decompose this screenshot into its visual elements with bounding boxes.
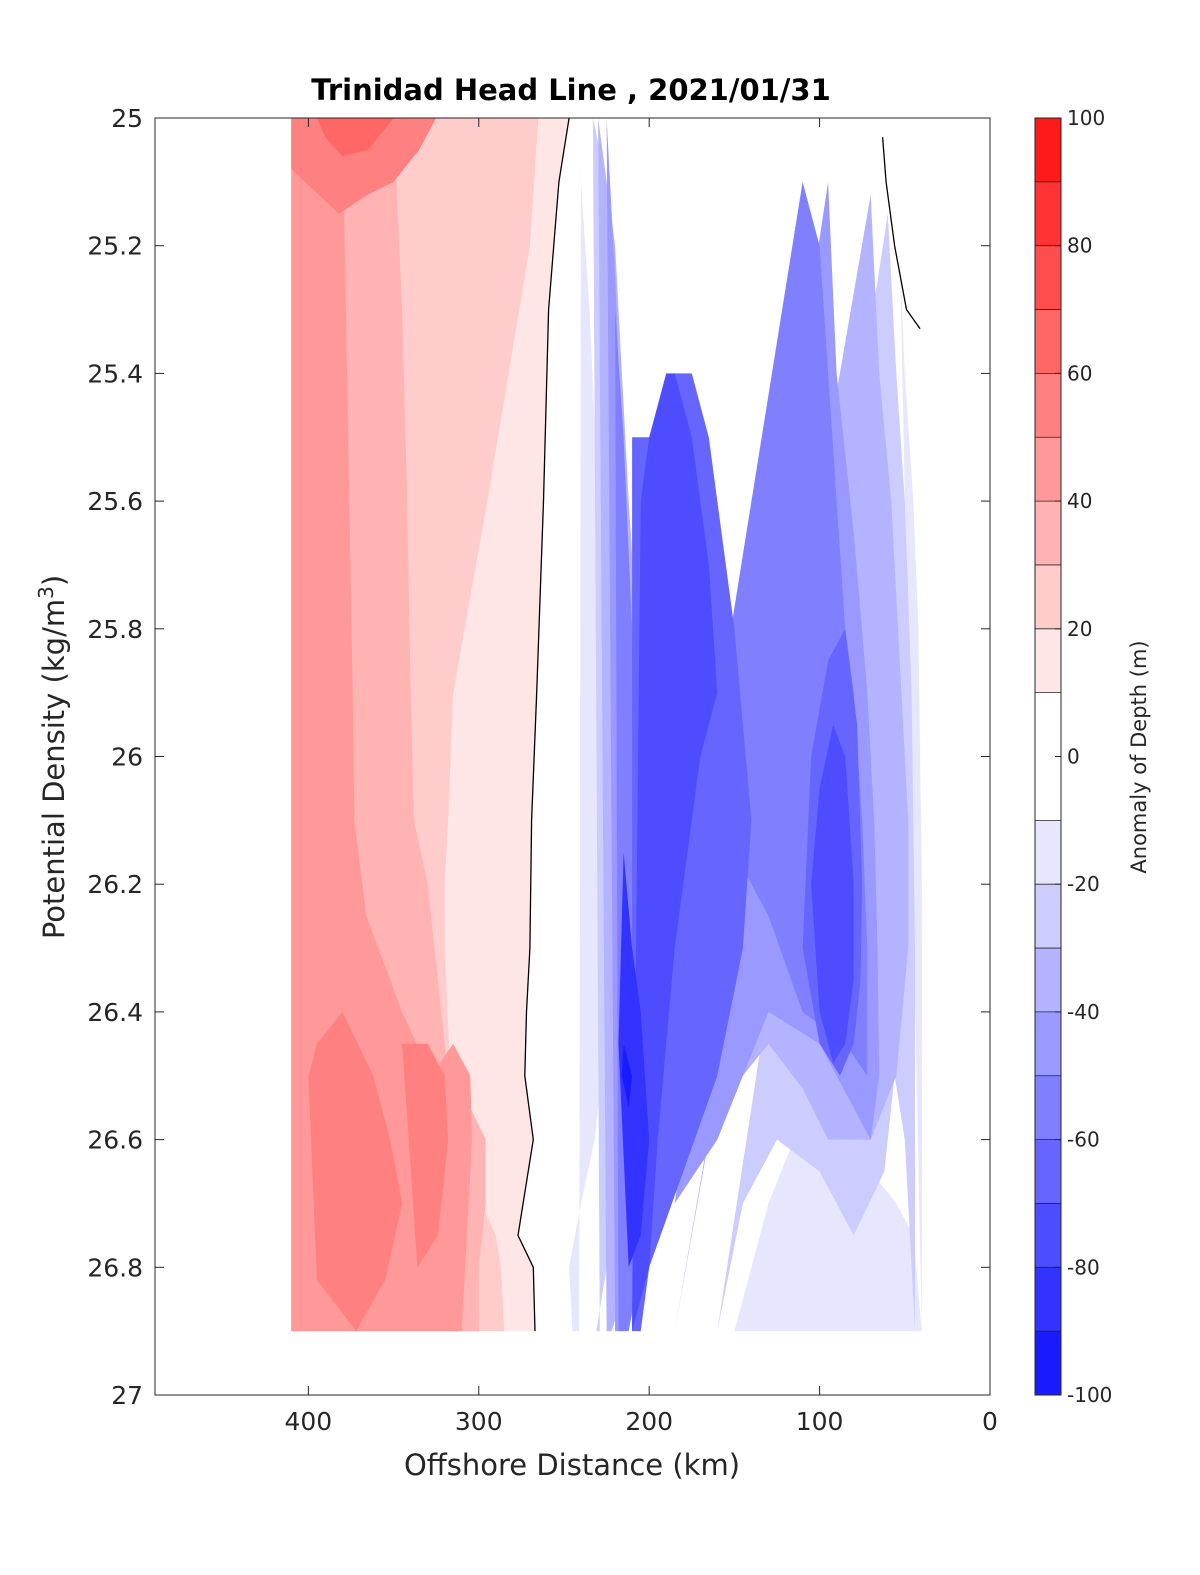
x-tick-label: 300 — [455, 1407, 503, 1436]
colorbar-tick-label: 20 — [1067, 617, 1092, 641]
colorbar-label: Anomaly of Depth (m) — [1127, 640, 1151, 873]
contour-region-5 — [291, 118, 437, 214]
y-axis-label: Potential Density (kg/m3) — [34, 575, 71, 939]
colorbar-tick-label: 80 — [1067, 234, 1092, 258]
x-tick-label: 0 — [982, 1407, 998, 1436]
contour-region-24 — [621, 1043, 633, 1108]
zero-contour-line-1 — [881, 137, 921, 330]
contour-region-6 — [308, 1011, 403, 1332]
y-axis-label-superscript: 3 — [34, 586, 58, 599]
colorbar-tick-label: -20 — [1067, 872, 1100, 896]
colorbar-band — [1035, 245, 1061, 310]
y-tick-label: 27 — [111, 1381, 143, 1410]
colorbar-band — [1035, 820, 1061, 885]
y-tick-label: 26.8 — [87, 1253, 143, 1282]
y-tick-label: 25.6 — [87, 487, 143, 516]
colorbar-band — [1035, 1011, 1061, 1076]
colorbar-tick-label: 0 — [1067, 745, 1080, 769]
y-tick-label: 25.2 — [87, 232, 143, 261]
chart-title: Trinidad Head Line , 2021/01/31 — [311, 73, 831, 107]
x-tick-label: 100 — [796, 1407, 844, 1436]
y-tick-label: 25.8 — [87, 615, 143, 644]
y-axis: 25 25.2 25.4 25.6 25.8 26 26.2 26.4 26.6 26.8 27 — [87, 104, 990, 1410]
colorbar-band — [1035, 1203, 1061, 1268]
colorbar-tick-label: 100 — [1067, 106, 1105, 130]
contour-region-7 — [402, 1043, 449, 1268]
y-tick-label: 26.2 — [87, 870, 143, 899]
y-tick-label: 26 — [111, 743, 143, 772]
colorbar-band — [1035, 1139, 1061, 1204]
contour-region-4 — [322, 469, 348, 680]
colorbar-band — [1035, 309, 1061, 374]
y-axis-label-main: Potential Density (kg/m — [37, 599, 71, 939]
y-tick-label: 25 — [111, 104, 143, 133]
colorbar-tick-label: -100 — [1067, 1383, 1112, 1407]
colorbar-band — [1035, 501, 1061, 565]
colorbar-band — [1035, 437, 1061, 502]
colorbar-band — [1035, 884, 1061, 949]
y-tick-label: 26.4 — [87, 998, 143, 1027]
x-axis-label: Offshore Distance (km) — [404, 1448, 740, 1482]
colorbar-tick-label: 40 — [1067, 489, 1092, 513]
colorbar-tick-label: -60 — [1067, 1128, 1100, 1152]
contour-region-8 — [316, 118, 394, 157]
colorbar-band — [1035, 1331, 1061, 1395]
contour-region-21 — [632, 373, 718, 1332]
contour-regions — [291, 118, 922, 1332]
y-axis-label-close: ) — [37, 575, 71, 586]
colorbar-band — [1035, 628, 1061, 693]
x-tick-label: 200 — [625, 1407, 673, 1436]
contour-region-23 — [618, 852, 650, 1268]
colorbar-band — [1035, 564, 1061, 629]
colorbar-band — [1035, 118, 1061, 182]
colorbar-band — [1035, 373, 1061, 438]
zero-contours — [517, 118, 921, 1332]
colorbar-tick-label: 60 — [1067, 361, 1092, 385]
colorbar-band — [1035, 181, 1061, 246]
colorbar-tick-label: -40 — [1067, 1000, 1100, 1024]
colorbar-band — [1035, 1267, 1061, 1332]
y-tick-label: 25.4 — [87, 359, 143, 388]
zero-contour-line-0 — [517, 118, 570, 1332]
colorbar: 100 80 60 40 20 0 -20 -40 -60 -80 -100 — [1034, 106, 1112, 1407]
colorbar-band — [1035, 1075, 1061, 1140]
y-tick-label: 26.6 — [87, 1126, 143, 1155]
x-tick-label: 400 — [285, 1407, 333, 1436]
x-axis: 400 300 200 100 0 — [285, 118, 998, 1436]
contour-region-22 — [811, 724, 854, 1063]
colorbar-band — [1035, 948, 1061, 1012]
colorbar-tick-label: -80 — [1067, 1255, 1100, 1279]
